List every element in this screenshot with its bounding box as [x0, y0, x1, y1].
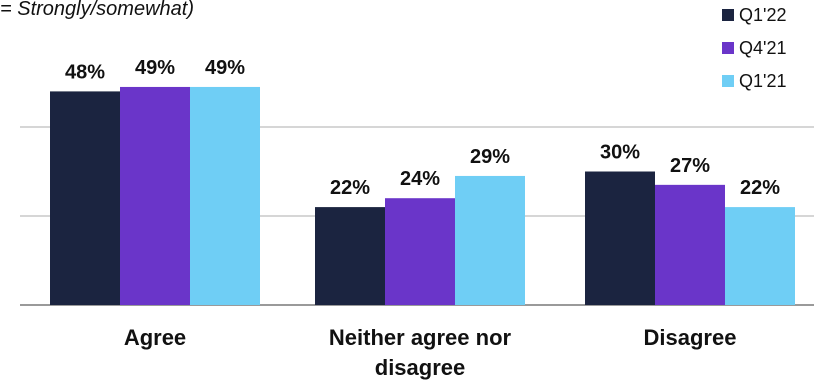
bar-disagree-q4-21: [655, 184, 725, 305]
bar-agree-q1-21: [190, 86, 260, 305]
category-label-neither-agree-nor-disagree: Neither agree nor disagree: [329, 325, 512, 380]
value-label-neither-agree-nor-disagree-q4-21: 24%: [400, 168, 440, 190]
value-label-neither-agree-nor-disagree-q1-21: 29%: [470, 146, 510, 168]
legend-swatch-q1-22: [722, 9, 734, 21]
category-label-disagree: Disagree: [644, 325, 737, 350]
bar-neither-agree-nor-disagree-q4-21: [385, 198, 455, 305]
category-labels-layer: Agree Neither agree nor disagree Disagree: [124, 325, 737, 380]
bar-neither-agree-nor-disagree-q1-21: [455, 175, 525, 305]
value-label-disagree-q4-21: 27%: [670, 155, 710, 177]
bar-disagree-q1-21: [725, 207, 795, 305]
bars-layer: [50, 86, 795, 306]
legend-label-q1-22: Q1'22: [739, 5, 786, 25]
legend-label-q4-21: Q4'21: [739, 38, 786, 58]
category-label-line: Disagree: [644, 325, 737, 350]
category-label-agree: Agree: [124, 325, 186, 350]
bar-disagree-q1-22: [585, 171, 655, 305]
value-labels-layer: 48% 49% 49% 22% 24% 29% 30% 27% 22%: [65, 57, 780, 199]
bar-neither-agree-nor-disagree-q1-22: [315, 207, 385, 305]
chart-note: = Strongly/somewhat): [0, 0, 194, 20]
value-label-agree-q1-22: 48%: [65, 61, 105, 83]
legend-swatch-q4-21: [722, 42, 734, 54]
legend-swatch-q1-21: [722, 75, 734, 87]
value-label-disagree-q1-21: 22%: [740, 177, 780, 199]
bar-agree-q4-21: [120, 86, 190, 305]
category-label-line: disagree: [375, 355, 466, 380]
category-label-line: Neither agree nor: [329, 325, 512, 350]
value-label-neither-agree-nor-disagree-q1-22: 22%: [330, 177, 370, 199]
legend-label-q1-21: Q1'21: [739, 71, 786, 91]
value-label-agree-q4-21: 49%: [135, 57, 175, 79]
category-label-line: Agree: [124, 325, 186, 350]
value-label-disagree-q1-22: 30%: [600, 142, 640, 164]
bar-agree-q1-22: [50, 91, 120, 306]
value-label-agree-q1-21: 49%: [205, 57, 245, 79]
legend: Q1'22 Q4'21 Q1'21: [722, 5, 786, 91]
